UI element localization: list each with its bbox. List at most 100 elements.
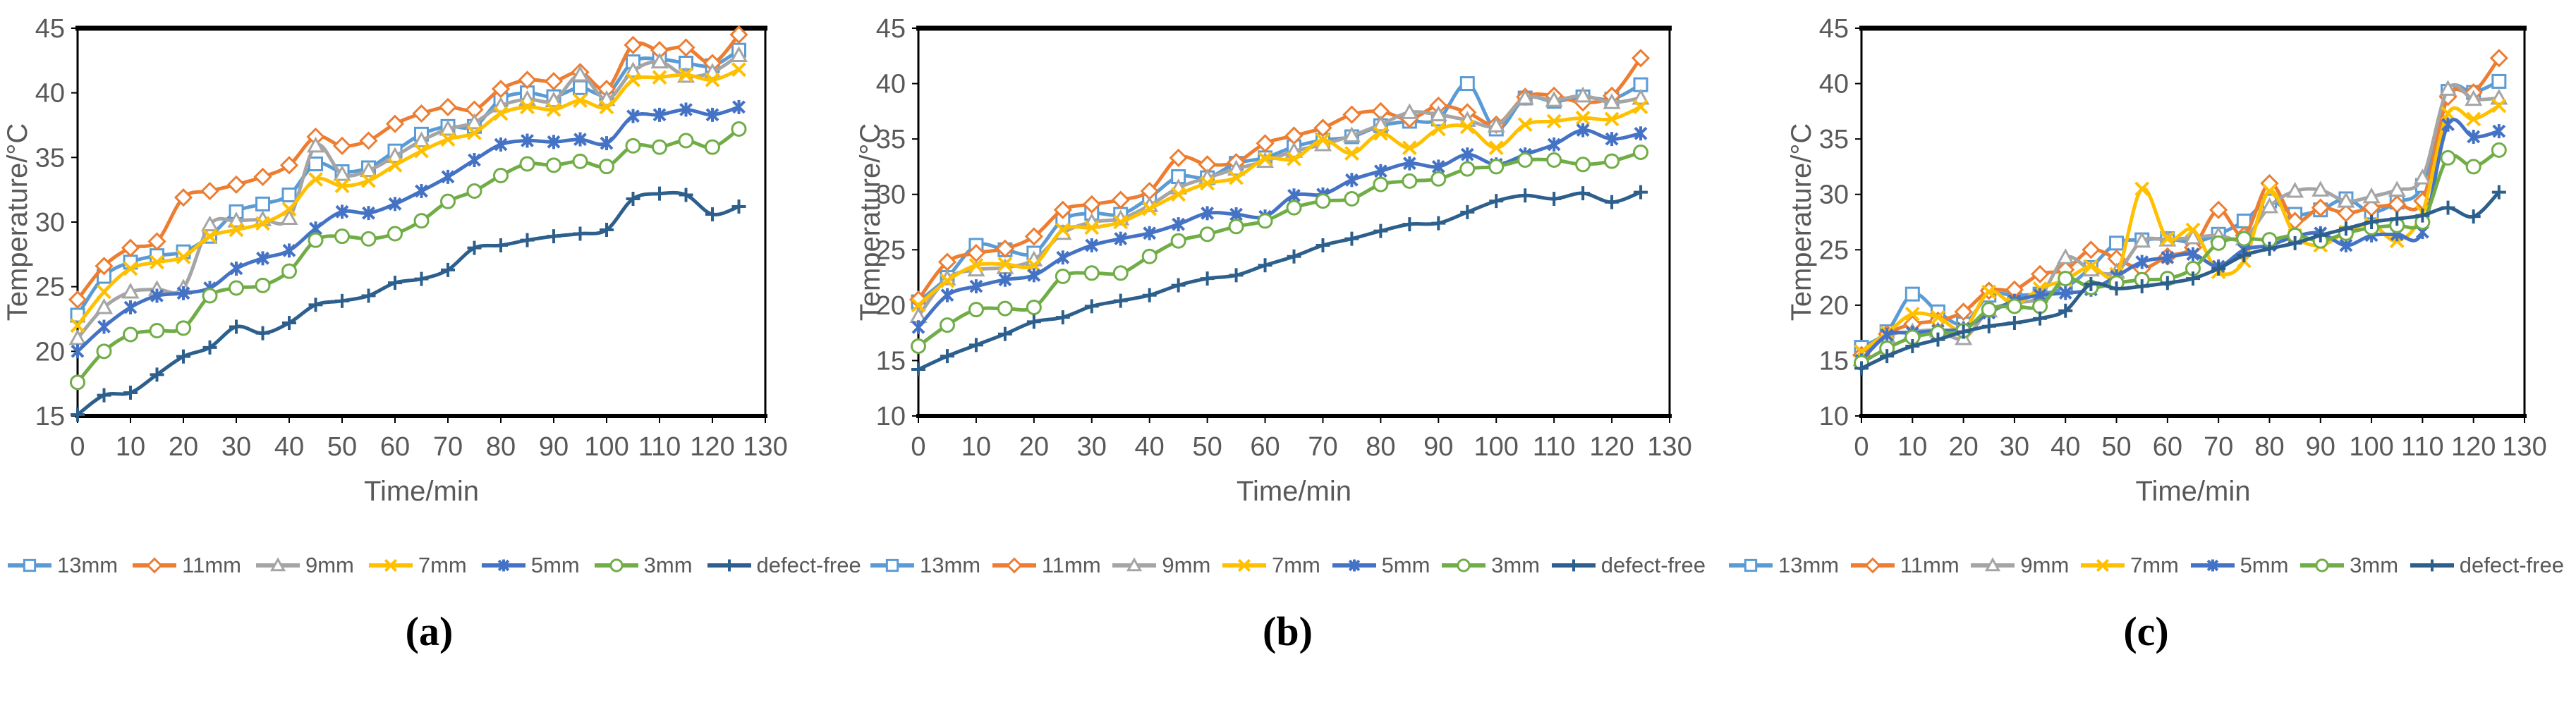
legend-item-5mm: 5mm <box>481 553 580 578</box>
svg-text:110: 110 <box>1533 432 1576 462</box>
plus-marker-icon <box>1551 559 1596 572</box>
legend-item-11mm: 11mm <box>1850 553 1960 578</box>
legend-label: 13mm <box>1778 553 1840 577</box>
svg-text:90: 90 <box>539 432 569 462</box>
circle-marker-icon <box>2300 558 2345 572</box>
chart-panel-b: 10 15 20 25 30 35 40 45 0 10 20 30 40 50 60 70 80 90 100 11… <box>858 0 1717 705</box>
legend-label: 11mm <box>1900 553 1960 577</box>
triangle-marker-icon <box>1112 557 1157 572</box>
svg-text:100: 100 <box>584 432 628 462</box>
diamond-marker-icon <box>992 557 1036 574</box>
x-marker-icon <box>2080 558 2125 572</box>
svg-text:0: 0 <box>1854 432 1869 462</box>
svg-text:20: 20 <box>169 432 198 462</box>
svg-text:130: 130 <box>2502 432 2546 462</box>
svg-text:10: 10 <box>961 432 991 462</box>
svg-text:80: 80 <box>1366 432 1395 462</box>
svg-text:90: 90 <box>2306 432 2335 462</box>
line-chart-a: 15 20 25 30 35 40 45 0 10 20 30 40 50 60 70 80 90 100 110 1… <box>2 14 788 507</box>
legend-label: 11mm <box>1041 553 1101 577</box>
svg-text:Temperature/°C: Temperature/°C <box>2 123 33 321</box>
svg-text:25: 25 <box>876 235 906 265</box>
svg-text:90: 90 <box>1423 432 1453 462</box>
legend-item-7mm: 7mm <box>1222 553 1320 578</box>
legend-item-defect-free: defect-free <box>1551 553 1706 578</box>
svg-text:40: 40 <box>1135 432 1165 462</box>
svg-text:Time/min: Time/min <box>2136 476 2251 507</box>
asterisk-marker-icon <box>1332 559 1376 572</box>
square-marker-icon <box>1729 558 1773 572</box>
legend-label: 13mm <box>57 553 119 577</box>
diamond-marker-icon <box>133 557 177 574</box>
svg-text:25: 25 <box>35 273 65 302</box>
svg-text:45: 45 <box>35 14 65 44</box>
svg-text:80: 80 <box>486 432 516 462</box>
svg-text:20: 20 <box>1948 432 1978 462</box>
svg-text:100: 100 <box>1474 432 1519 462</box>
legend-label: 3mm <box>1491 553 1541 577</box>
svg-text:60: 60 <box>2153 432 2182 462</box>
svg-text:40: 40 <box>274 432 304 462</box>
legend-item-3mm: 3mm <box>594 553 693 578</box>
legend-label: 9mm <box>1162 553 1211 577</box>
svg-text:45: 45 <box>1819 14 1849 44</box>
svg-text:15: 15 <box>35 402 65 431</box>
svg-text:40: 40 <box>2051 432 2080 462</box>
svg-text:70: 70 <box>2204 432 2233 462</box>
svg-text:Time/min: Time/min <box>364 476 479 507</box>
svg-text:30: 30 <box>2000 432 2029 462</box>
svg-text:10: 10 <box>1897 432 1927 462</box>
legend-label: 7mm <box>418 553 467 577</box>
square-marker-icon <box>8 558 51 572</box>
svg-text:10: 10 <box>1819 402 1849 431</box>
legend-item-3mm: 3mm <box>2299 553 2398 578</box>
legend-label: 11mm <box>182 553 241 577</box>
svg-text:130: 130 <box>1647 432 1691 462</box>
caption-c: (c) <box>2123 608 2169 654</box>
svg-text:70: 70 <box>1308 432 1337 462</box>
legend-item-7mm: 7mm <box>2080 553 2179 578</box>
svg-text:Temperature/°C: Temperature/°C <box>1786 123 1817 321</box>
svg-text:35: 35 <box>1819 125 1849 154</box>
svg-text:80: 80 <box>2254 432 2284 462</box>
svg-text:25: 25 <box>1819 235 1849 265</box>
svg-text:15: 15 <box>876 346 906 376</box>
caption-b: (b) <box>1263 608 1313 654</box>
svg-text:60: 60 <box>1250 432 1280 462</box>
legend-item-5mm: 5mm <box>1332 553 1430 578</box>
legend-label: defect-free <box>756 553 861 577</box>
chart-panel-c: 10 15 20 25 30 35 40 45 0 10 20 30 40 50 60 70 80 90 100 11… <box>1717 0 2575 705</box>
svg-text:0: 0 <box>70 432 85 462</box>
legend-item-9mm: 9mm <box>1970 553 2069 578</box>
legend-label: 7mm <box>2130 553 2179 577</box>
svg-text:10: 10 <box>116 432 145 462</box>
caption-a: (a) <box>405 608 454 654</box>
svg-text:30: 30 <box>1819 180 1849 210</box>
svg-text:40: 40 <box>1819 70 1849 99</box>
x-marker-icon <box>368 558 413 572</box>
svg-text:0: 0 <box>911 432 925 462</box>
legend-item-13mm: 13mm <box>7 553 118 578</box>
svg-text:30: 30 <box>35 208 65 238</box>
svg-text:110: 110 <box>2401 432 2444 462</box>
legend-label: 3mm <box>2350 553 2399 577</box>
legend-item-9mm: 9mm <box>255 553 354 578</box>
svg-text:60: 60 <box>380 432 410 462</box>
plus-marker-icon <box>707 559 751 572</box>
svg-text:35: 35 <box>35 143 65 173</box>
circle-marker-icon <box>1442 558 1486 572</box>
x-marker-icon <box>1222 558 1266 572</box>
svg-text:120: 120 <box>2451 432 2496 462</box>
svg-text:20: 20 <box>35 337 65 367</box>
legend-label: 3mm <box>643 553 693 577</box>
legend-label: 7mm <box>1271 553 1320 577</box>
legend-label: 13mm <box>920 553 981 577</box>
svg-text:30: 30 <box>221 432 251 462</box>
svg-text:45: 45 <box>876 14 906 44</box>
svg-text:70: 70 <box>433 432 463 462</box>
triangle-marker-icon <box>255 557 300 572</box>
svg-text:Temperature/°C: Temperature/°C <box>858 123 886 321</box>
svg-text:15: 15 <box>1819 346 1849 376</box>
legend-label: defect-free <box>2459 553 2564 577</box>
